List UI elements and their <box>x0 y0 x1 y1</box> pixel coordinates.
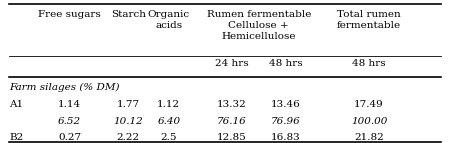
Text: Farm silages (% DM): Farm silages (% DM) <box>9 83 120 92</box>
Text: 48 hrs: 48 hrs <box>269 59 302 68</box>
Text: 17.49: 17.49 <box>354 100 384 109</box>
Text: 48 hrs: 48 hrs <box>352 59 386 68</box>
Text: 1.14: 1.14 <box>58 100 81 109</box>
Text: 24 hrs: 24 hrs <box>215 59 248 68</box>
Text: 21.82: 21.82 <box>354 133 384 142</box>
Text: 1.77: 1.77 <box>117 100 140 109</box>
Text: B2: B2 <box>9 133 23 142</box>
Text: 0.27: 0.27 <box>58 133 81 142</box>
Text: 2.22: 2.22 <box>117 133 140 142</box>
Text: 6.52: 6.52 <box>58 117 81 126</box>
Text: 1.12: 1.12 <box>157 100 180 109</box>
Text: 10.12: 10.12 <box>113 117 143 126</box>
Text: Organic
acids: Organic acids <box>148 10 190 30</box>
Text: Rumen fermentable
Cellulose +
Hemicellulose: Rumen fermentable Cellulose + Hemicellul… <box>207 10 311 41</box>
Text: 76.16: 76.16 <box>217 117 247 126</box>
Text: A1: A1 <box>9 100 23 109</box>
Text: 12.85: 12.85 <box>217 133 247 142</box>
Text: 6.40: 6.40 <box>157 117 180 126</box>
Text: Total rumen
fermentable: Total rumen fermentable <box>337 10 401 30</box>
Text: Starch: Starch <box>111 10 146 19</box>
Text: 2.5: 2.5 <box>161 133 177 142</box>
Text: 13.32: 13.32 <box>217 100 247 109</box>
Text: 16.83: 16.83 <box>271 133 301 142</box>
Text: 13.46: 13.46 <box>271 100 301 109</box>
Text: 76.96: 76.96 <box>271 117 301 126</box>
Text: 100.00: 100.00 <box>351 117 387 126</box>
Text: Free sugars: Free sugars <box>38 10 101 19</box>
